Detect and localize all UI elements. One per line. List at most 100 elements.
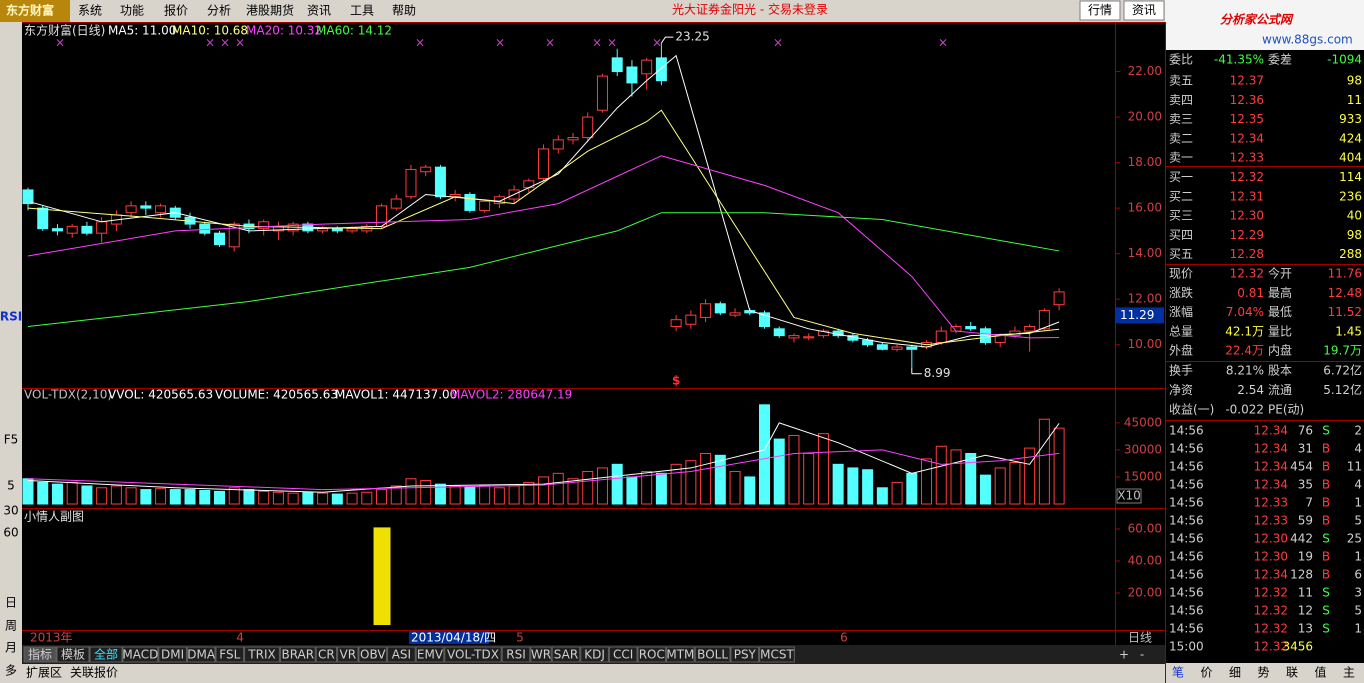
indicator-tab[interactable] xyxy=(666,646,695,663)
menu-item[interactable]: 分析 xyxy=(207,4,231,18)
candle-body xyxy=(803,336,815,339)
bottom-tab[interactable]: 扩展区 xyxy=(26,666,62,680)
menu-item[interactable]: 帮助 xyxy=(392,4,416,18)
sidebar-button[interactable]: 周 xyxy=(5,619,17,633)
indicator-tab[interactable] xyxy=(637,646,667,663)
indicator-tab-label[interactable]: DMA xyxy=(187,648,216,662)
indicator-tab[interactable] xyxy=(279,646,316,663)
tick-count: 2 xyxy=(1354,424,1362,438)
indicator-tab-label[interactable]: SAR xyxy=(554,648,578,662)
bottom-tab[interactable]: 关联报价 xyxy=(70,665,118,680)
indicator-tab-label[interactable]: MACD xyxy=(122,648,158,662)
indicator-tab-label[interactable]: 模板 xyxy=(61,648,85,662)
indicator-tab-label[interactable]: EMV xyxy=(417,648,444,662)
scale-box xyxy=(1116,488,1142,504)
indicator-tab-label[interactable]: VOL-TDX xyxy=(447,648,499,662)
zoom-button[interactable]: + xyxy=(1119,648,1129,662)
quote-tab[interactable]: 值 xyxy=(1314,665,1326,680)
sidebar-button[interactable]: 多 xyxy=(5,664,17,678)
volume-bar xyxy=(37,481,49,505)
indicator-tab[interactable] xyxy=(244,646,280,663)
quote-tab[interactable]: 价 xyxy=(1200,666,1212,680)
signal-cross: × xyxy=(652,36,662,50)
indicator-tab-label[interactable]: 指标 xyxy=(28,647,52,662)
indicator-tab-label[interactable]: FSL xyxy=(219,648,240,662)
sidebar-button[interactable]: 30 xyxy=(3,504,18,518)
indicator-tab[interactable] xyxy=(694,646,731,663)
indicator-tab[interactable] xyxy=(186,646,216,663)
tick-volume: 19 xyxy=(1298,550,1313,564)
indicator-tab[interactable] xyxy=(444,646,502,663)
menu-item[interactable]: 港股期货 xyxy=(246,3,294,18)
menu-item[interactable]: 功能 xyxy=(120,4,144,18)
quote-tab[interactable]: 联 xyxy=(1286,666,1298,680)
quote-label: 现价 xyxy=(1169,267,1193,281)
sidebar-button[interactable]: 60 xyxy=(3,526,18,540)
indicator-tab[interactable] xyxy=(387,646,416,663)
indicator-tab-label[interactable]: MTM xyxy=(666,648,694,662)
sidebar-button[interactable]: 月 xyxy=(5,641,17,655)
sidebar-button[interactable]: 5 xyxy=(7,479,15,493)
indicator-tab-label[interactable]: WR xyxy=(531,648,551,662)
indicator-tab-label[interactable]: PSY xyxy=(734,648,757,662)
indicator-tab-label[interactable]: ASI xyxy=(392,648,411,662)
indicator-tab[interactable] xyxy=(315,646,338,663)
indicator-tab-label[interactable]: 全部 xyxy=(94,647,118,662)
indicator-tab[interactable] xyxy=(89,646,123,663)
menu-item[interactable]: 系统 xyxy=(78,4,102,18)
indicator-tab-label[interactable]: DMI xyxy=(161,648,184,662)
indicator-tab[interactable] xyxy=(730,646,760,663)
indicator-tab-label[interactable]: BRAR xyxy=(281,648,314,662)
signal-cross: × xyxy=(938,36,948,50)
header-button-label[interactable]: 资讯 xyxy=(1132,3,1156,17)
sidebar-button[interactable]: RSI xyxy=(0,310,22,324)
indicator-tab-label[interactable]: CCI xyxy=(613,648,633,662)
quote-tab[interactable]: 势 xyxy=(1257,666,1269,680)
indicator-tab-label[interactable]: CR xyxy=(318,648,335,662)
quote-value: 11.52 xyxy=(1328,305,1362,319)
indicator-tab[interactable] xyxy=(358,646,388,663)
quote-tab[interactable]: 笔 xyxy=(1172,665,1184,680)
quote-tab[interactable]: 细 xyxy=(1229,666,1241,680)
header-button[interactable] xyxy=(1079,0,1121,21)
header-button[interactable] xyxy=(1123,0,1165,21)
quote-tab[interactable]: 主 xyxy=(1343,666,1355,680)
menu-item[interactable]: 报价 xyxy=(164,3,188,18)
indicator-tab[interactable] xyxy=(23,646,57,663)
panel-borders xyxy=(22,22,1364,683)
indicator-tab[interactable] xyxy=(551,646,581,663)
tick-price: 12.34 xyxy=(1254,424,1288,438)
candle-body xyxy=(655,57,667,82)
zoom-button[interactable]: - xyxy=(1140,648,1144,662)
indicator-tab[interactable] xyxy=(530,646,552,663)
indicator-tab[interactable] xyxy=(759,646,795,663)
indicator-tab-label[interactable]: OBV xyxy=(360,648,386,662)
indicator-tab[interactable] xyxy=(56,646,90,663)
sidebar-button[interactable]: 日 xyxy=(5,596,17,610)
menu-item[interactable]: 工具 xyxy=(350,4,374,18)
indicator-tab[interactable] xyxy=(215,646,245,663)
volume-bar xyxy=(258,490,270,505)
indicator-tab[interactable] xyxy=(158,646,187,663)
indicator-tab[interactable] xyxy=(415,646,445,663)
header-button-label[interactable]: 行情 xyxy=(1088,3,1112,17)
indicator-tab-label[interactable]: MCST xyxy=(760,648,794,662)
indicator-tab-label[interactable]: BOLL xyxy=(697,648,728,662)
menu-item[interactable]: 资讯 xyxy=(307,4,331,18)
indicator-tab[interactable] xyxy=(501,646,531,663)
quote-value: -0.022 xyxy=(1225,403,1264,417)
indicator-tab-label[interactable]: RSI xyxy=(506,648,526,662)
tick-direction: B xyxy=(1322,442,1330,456)
indicator-tab-label[interactable]: KDJ xyxy=(584,648,605,662)
indicator-tab-label[interactable]: ROC xyxy=(639,648,665,662)
indicator-tab[interactable] xyxy=(608,646,638,663)
indicator-tab[interactable] xyxy=(580,646,609,663)
book-price: 12.37 xyxy=(1230,74,1264,88)
indicator-tab[interactable] xyxy=(122,646,159,663)
indicator-tab-label[interactable]: TRIX xyxy=(247,648,275,662)
indicator-tab[interactable] xyxy=(337,646,359,663)
tick-price: 12.32 xyxy=(1254,586,1288,600)
sidebar-button[interactable]: F5 xyxy=(4,433,19,447)
period-label[interactable]: 日线 xyxy=(1128,631,1152,645)
indicator-tab-label[interactable]: VR xyxy=(340,648,357,662)
